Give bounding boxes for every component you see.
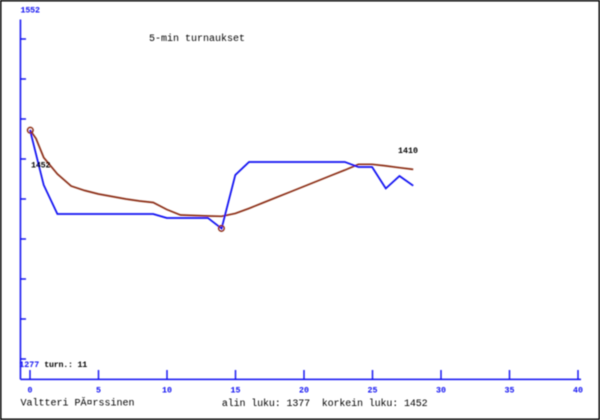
svg-text:Valtteri PĂ¤rssinen: Valtteri PĂ¤rssinen	[21, 396, 135, 410]
svg-text:15: 15	[231, 387, 241, 396]
svg-text:5: 5	[96, 387, 101, 396]
svg-text:5-min turnaukset: 5-min turnaukset	[149, 33, 245, 45]
svg-text:alin luku: 1377 korkein luku:: alin luku: 1377 korkein luku: 1452	[222, 398, 428, 410]
svg-text:40: 40	[573, 387, 583, 396]
svg-text:1452: 1452	[31, 162, 51, 171]
svg-text:25: 25	[368, 387, 378, 396]
svg-text:35: 35	[505, 387, 515, 396]
svg-text:turn.: 11: turn.: 11	[44, 361, 87, 370]
svg-text:10: 10	[162, 387, 172, 396]
svg-text:1552: 1552	[21, 7, 41, 16]
svg-text:20: 20	[299, 387, 309, 396]
svg-text:0: 0	[28, 387, 33, 396]
svg-text:1277: 1277	[19, 361, 39, 370]
svg-text:30: 30	[436, 387, 446, 396]
svg-text:1410: 1410	[398, 147, 418, 156]
